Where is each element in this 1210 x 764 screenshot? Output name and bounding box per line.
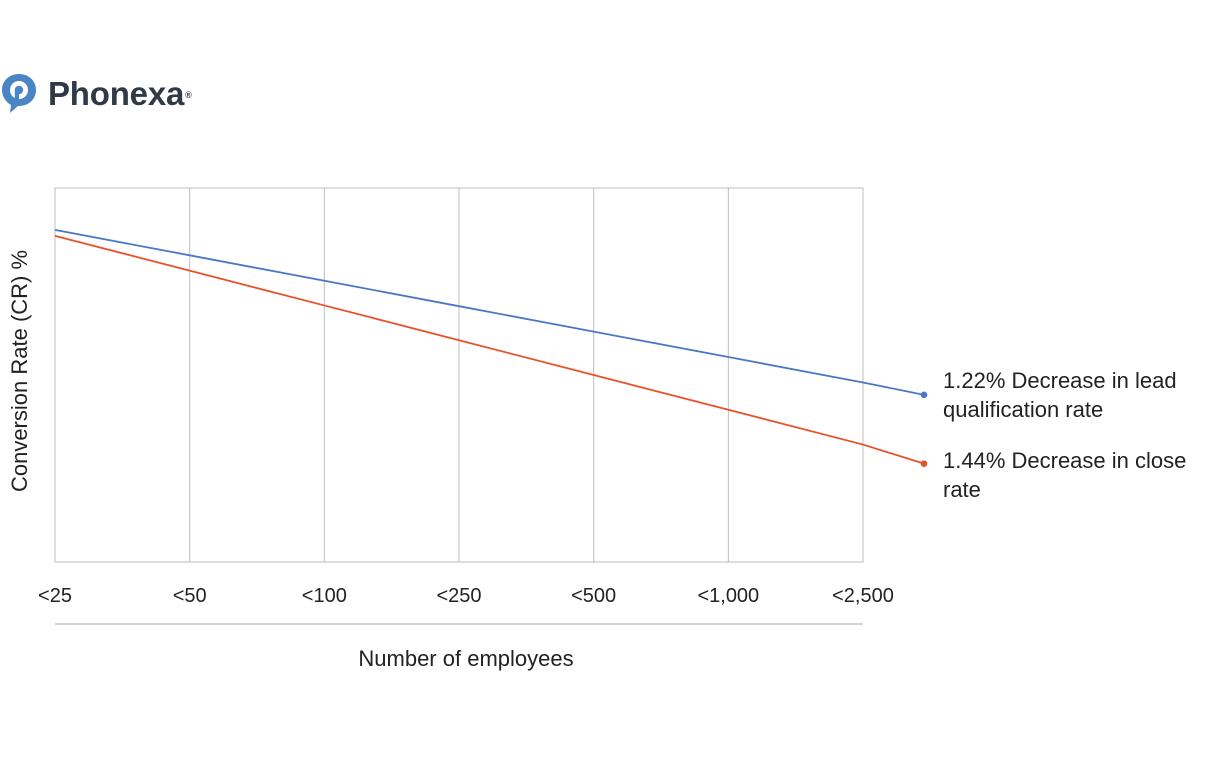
x-tick-label: <500 (571, 585, 616, 607)
chart-series (54, 229, 928, 467)
series-end-marker-0 (920, 391, 928, 399)
x-axis-label: Number of employees (358, 646, 573, 671)
brand-logo: Phonexa ® (0, 70, 192, 116)
phonexa-logo-icon (2, 74, 36, 113)
annotation-lead-qualification: 1.22% Decrease in lead qualification rat… (943, 368, 1177, 422)
series-line-0 (54, 229, 925, 396)
x-tick-label: <50 (173, 585, 207, 607)
series-end-marker-1 (920, 460, 928, 467)
x-tick-label: <100 (302, 585, 347, 607)
chart-grid (54, 187, 864, 563)
x-tick-label: <250 (436, 585, 481, 607)
annotation-close-rate: 1.44% Decrease in close rate (943, 448, 1187, 502)
x-tick-label: <1,000 (697, 585, 759, 607)
x-tick-label: <2,500 (832, 585, 894, 607)
y-axis-label: Conversion Rate (CR) % (7, 250, 32, 492)
brand-name: Phonexa (48, 74, 185, 112)
x-tick-labels: <25 <50 <100 <250 <500 <1,000 <2,500 (38, 585, 894, 607)
series-line-1 (54, 235, 925, 465)
brand-registered-mark: ® (185, 90, 192, 100)
x-tick-label: <25 (38, 585, 72, 607)
